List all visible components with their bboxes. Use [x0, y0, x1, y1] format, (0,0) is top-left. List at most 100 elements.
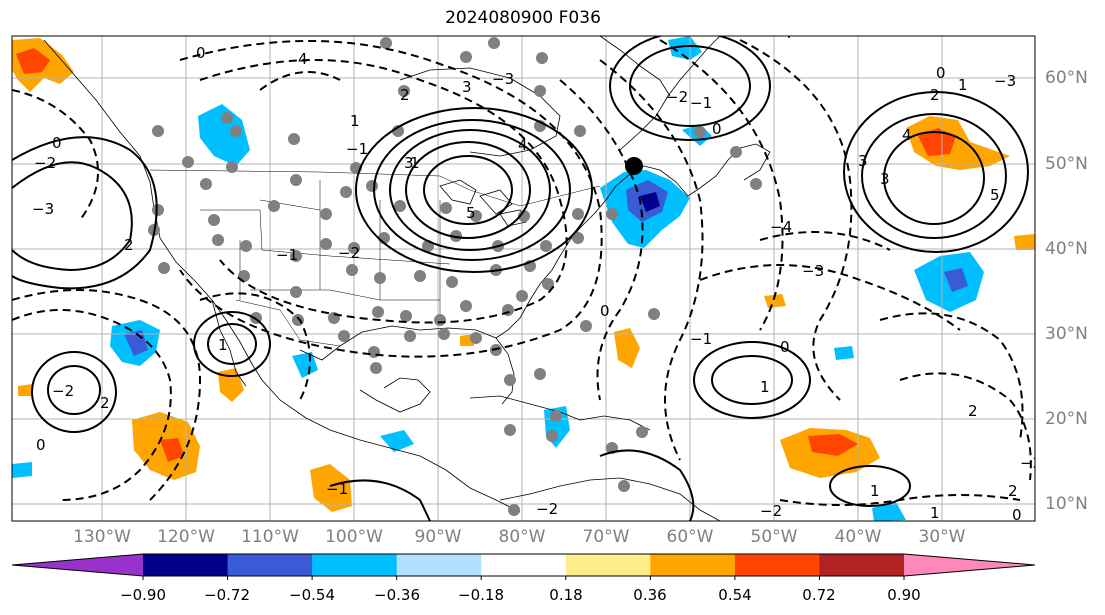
shade-negative-pacific-core [124, 330, 148, 356]
lat-label: 40°N [1045, 239, 1088, 259]
colorbar-tick-label: −0.72 [204, 586, 250, 604]
svg-text:0: 0 [52, 134, 62, 152]
svg-text:−2: −2 [666, 88, 688, 106]
colorbar-bin [819, 554, 905, 576]
svg-text:−2: −2 [52, 382, 74, 400]
shade-positive-atlantic-north [906, 116, 1010, 170]
coast-maritimes [593, 143, 771, 215]
svg-text:5: 5 [990, 186, 1000, 204]
svg-text:0: 0 [936, 64, 946, 82]
shade-positive-alaska-core [16, 48, 50, 74]
shade-positive-atl-right [1014, 234, 1035, 250]
colorbar-bin [650, 554, 736, 576]
svg-text:4: 4 [518, 136, 528, 154]
shade-positive-atlantic-south-core [808, 434, 858, 456]
shade-positive-west [18, 384, 32, 396]
lon-label: 80°W [498, 527, 546, 547]
coast-cuba [469, 395, 581, 421]
shade-negative-mexico [380, 430, 414, 452]
colorbar-extend-low [12, 554, 143, 576]
svg-text:0: 0 [780, 338, 790, 356]
svg-text:4: 4 [298, 50, 308, 68]
svg-text:0: 0 [1012, 506, 1022, 524]
svg-text:2: 2 [100, 394, 110, 412]
colorbar-bin [143, 554, 229, 576]
lat-label: 60°N [1045, 68, 1088, 88]
coast-hudson [399, 67, 561, 157]
colorbar-bin [396, 554, 482, 576]
lon-label: 100°W [325, 527, 383, 547]
colorbar-tick-label: −0.54 [289, 586, 335, 604]
lon-label: 130°W [73, 527, 131, 547]
coast-hispaniola [579, 415, 651, 431]
shade-negative-greenland [668, 36, 702, 60]
svg-text:2: 2 [400, 86, 410, 104]
svg-text:−2: −2 [536, 500, 558, 518]
coast-greenland [599, 36, 671, 97]
svg-text:3: 3 [858, 152, 868, 170]
lon-label: 90°W [414, 527, 462, 547]
shade-negative-gulf [292, 352, 318, 378]
svg-text:1: 1 [870, 482, 880, 500]
shaded-anomalies [12, 36, 1035, 521]
lon-label: 60°W [666, 527, 714, 547]
shade-negative-west [12, 462, 32, 478]
colorbar-tick-label: 0.54 [718, 586, 752, 604]
colorbar-bin [227, 554, 313, 576]
svg-text:2: 2 [968, 402, 978, 420]
svg-text:−3: −3 [32, 200, 54, 218]
svg-text:2: 2 [124, 236, 134, 254]
map-title: 2024080900 F036 [445, 8, 601, 28]
colorbar-bin [312, 554, 398, 576]
svg-text:2: 2 [1008, 482, 1018, 500]
svg-text:0: 0 [712, 120, 722, 138]
lat-label: 20°N [1045, 409, 1088, 429]
lon-label: 110°W [241, 527, 299, 547]
svg-text:−3: −3 [994, 72, 1016, 90]
colorbar-tick-label: 0.72 [802, 586, 836, 604]
contours-positive [12, 36, 1029, 521]
svg-text:0: 0 [36, 436, 46, 454]
map-frame [11, 35, 1036, 522]
colorbar-bin [565, 554, 651, 576]
highlight-station [625, 157, 643, 175]
colorbar [11, 553, 1036, 580]
svg-text:3: 3 [880, 170, 890, 188]
svg-text:0: 0 [600, 302, 610, 320]
graticule [12, 36, 1035, 521]
lon-label: 30°W [918, 527, 966, 547]
svg-text:1: 1 [410, 154, 420, 172]
svg-text:5: 5 [466, 204, 476, 222]
shade-negative-nw [198, 104, 250, 166]
colorbar-tick-label: 0.18 [549, 586, 583, 604]
colorbar-extend-high [904, 554, 1035, 576]
shade-positive-pacific-south-core [160, 438, 184, 462]
colorbar-bin [481, 554, 567, 576]
colorbar-tick-label: −0.36 [374, 586, 420, 604]
svg-text:1: 1 [958, 76, 968, 94]
shade-negative-atl-south [872, 502, 906, 521]
contours-negative [12, 39, 1032, 506]
coast-mexico-pacific [261, 379, 521, 513]
shade-positive-pacific-far [310, 464, 352, 512]
coast-great-lakes [439, 179, 527, 227]
svg-text:−4: −4 [770, 24, 792, 42]
lon-label: 70°W [582, 527, 630, 547]
svg-text:3: 3 [404, 154, 414, 172]
colorbar-tick-label: 0.36 [633, 586, 667, 604]
svg-text:1: 1 [760, 378, 770, 396]
svg-text:2: 2 [930, 86, 940, 104]
shade-negative-nova-scotia-inner [640, 192, 660, 212]
colorbar-tick-label: −0.90 [120, 586, 166, 604]
coast-baja [211, 299, 247, 387]
lat-label: 50°N [1045, 154, 1088, 174]
lat-label: 30°N [1045, 324, 1088, 344]
colorbar-bin [734, 554, 820, 576]
svg-text:−2: −2 [34, 154, 56, 172]
coast-pacific-northwest [43, 39, 263, 381]
shade-negative-atlantic-east-core [944, 268, 968, 292]
svg-text:1: 1 [350, 112, 360, 130]
contour-labels: 0 4 3 2 1 −1 −2 −3 −4 0 1 2 3 4 5 −1 −2 … [32, 24, 1035, 524]
colorbar-tick-label: −0.18 [458, 586, 504, 604]
